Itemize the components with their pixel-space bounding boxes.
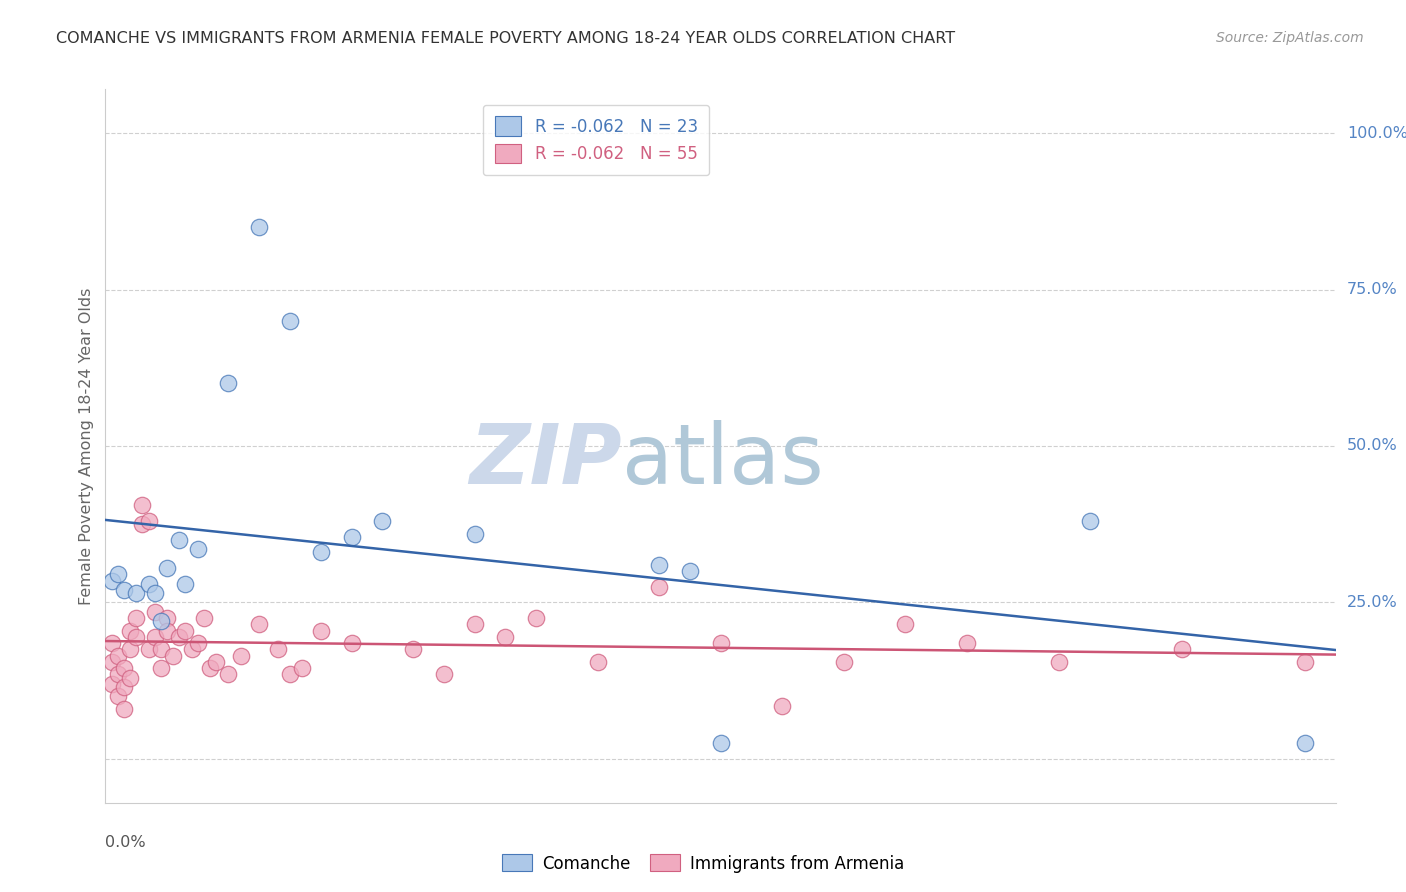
Point <box>169 533 191 547</box>
Point <box>1078 514 1101 528</box>
Point <box>100 655 122 669</box>
Point <box>229 648 252 663</box>
Text: Source: ZipAtlas.com: Source: ZipAtlas.com <box>1216 31 1364 45</box>
Point <box>1047 655 1070 669</box>
Point <box>956 636 979 650</box>
Point <box>138 514 160 528</box>
Point <box>100 636 122 650</box>
Point <box>125 630 148 644</box>
Point <box>112 582 135 597</box>
Point <box>205 655 228 669</box>
Point <box>149 661 172 675</box>
Point <box>174 624 197 638</box>
Point <box>143 605 166 619</box>
Point <box>187 636 209 650</box>
Point <box>247 617 270 632</box>
Point <box>494 630 516 644</box>
Point <box>371 514 394 528</box>
Point <box>218 667 240 681</box>
Point <box>218 376 240 391</box>
Text: 25.0%: 25.0% <box>1347 595 1398 610</box>
Point <box>112 702 135 716</box>
Point <box>100 574 122 588</box>
Point <box>464 617 486 632</box>
Point <box>169 630 191 644</box>
Point <box>107 648 129 663</box>
Point <box>291 661 314 675</box>
Point <box>187 542 209 557</box>
Point <box>267 642 290 657</box>
Y-axis label: Female Poverty Among 18-24 Year Olds: Female Poverty Among 18-24 Year Olds <box>79 287 94 605</box>
Point <box>107 690 129 704</box>
Text: 100.0%: 100.0% <box>1347 126 1406 141</box>
Point <box>180 642 202 657</box>
Point <box>464 526 486 541</box>
Point <box>648 558 671 572</box>
Point <box>120 642 141 657</box>
Point <box>162 648 184 663</box>
Point <box>247 219 270 234</box>
Point <box>433 667 456 681</box>
Point <box>156 611 179 625</box>
Point <box>679 564 702 578</box>
Point <box>131 517 153 532</box>
Point <box>125 611 148 625</box>
Point <box>524 611 547 625</box>
Point <box>156 624 179 638</box>
Legend: R = -0.062   N = 23, R = -0.062   N = 55: R = -0.062 N = 23, R = -0.062 N = 55 <box>482 104 709 175</box>
Point <box>340 530 363 544</box>
Point <box>149 614 172 628</box>
Point <box>648 580 671 594</box>
Point <box>1294 736 1316 750</box>
Point <box>309 545 332 559</box>
Text: 0.0%: 0.0% <box>105 835 146 850</box>
Point <box>710 736 733 750</box>
Point <box>586 655 609 669</box>
Point <box>402 642 425 657</box>
Point <box>138 576 160 591</box>
Point <box>100 677 122 691</box>
Point <box>174 576 197 591</box>
Point <box>120 671 141 685</box>
Point <box>156 561 179 575</box>
Point <box>112 680 135 694</box>
Point <box>278 314 301 328</box>
Point <box>710 636 733 650</box>
Point <box>112 661 135 675</box>
Text: COMANCHE VS IMMIGRANTS FROM ARMENIA FEMALE POVERTY AMONG 18-24 YEAR OLDS CORRELA: COMANCHE VS IMMIGRANTS FROM ARMENIA FEMA… <box>56 31 955 46</box>
Point <box>107 667 129 681</box>
Text: 75.0%: 75.0% <box>1347 282 1398 297</box>
Point <box>1294 655 1316 669</box>
Point <box>770 698 793 713</box>
Point <box>143 630 166 644</box>
Point <box>120 624 141 638</box>
Point <box>131 499 153 513</box>
Text: 50.0%: 50.0% <box>1347 439 1398 453</box>
Point <box>149 642 172 657</box>
Point <box>894 617 917 632</box>
Point <box>278 667 301 681</box>
Text: atlas: atlas <box>621 420 824 500</box>
Point <box>143 586 166 600</box>
Point <box>193 611 215 625</box>
Point <box>832 655 855 669</box>
Point <box>138 642 160 657</box>
Point <box>340 636 363 650</box>
Text: ZIP: ZIP <box>470 420 621 500</box>
Point <box>309 624 332 638</box>
Point <box>125 586 148 600</box>
Point <box>107 567 129 582</box>
Legend: Comanche, Immigrants from Armenia: Comanche, Immigrants from Armenia <box>495 847 911 880</box>
Point <box>198 661 221 675</box>
Point <box>1171 642 1194 657</box>
